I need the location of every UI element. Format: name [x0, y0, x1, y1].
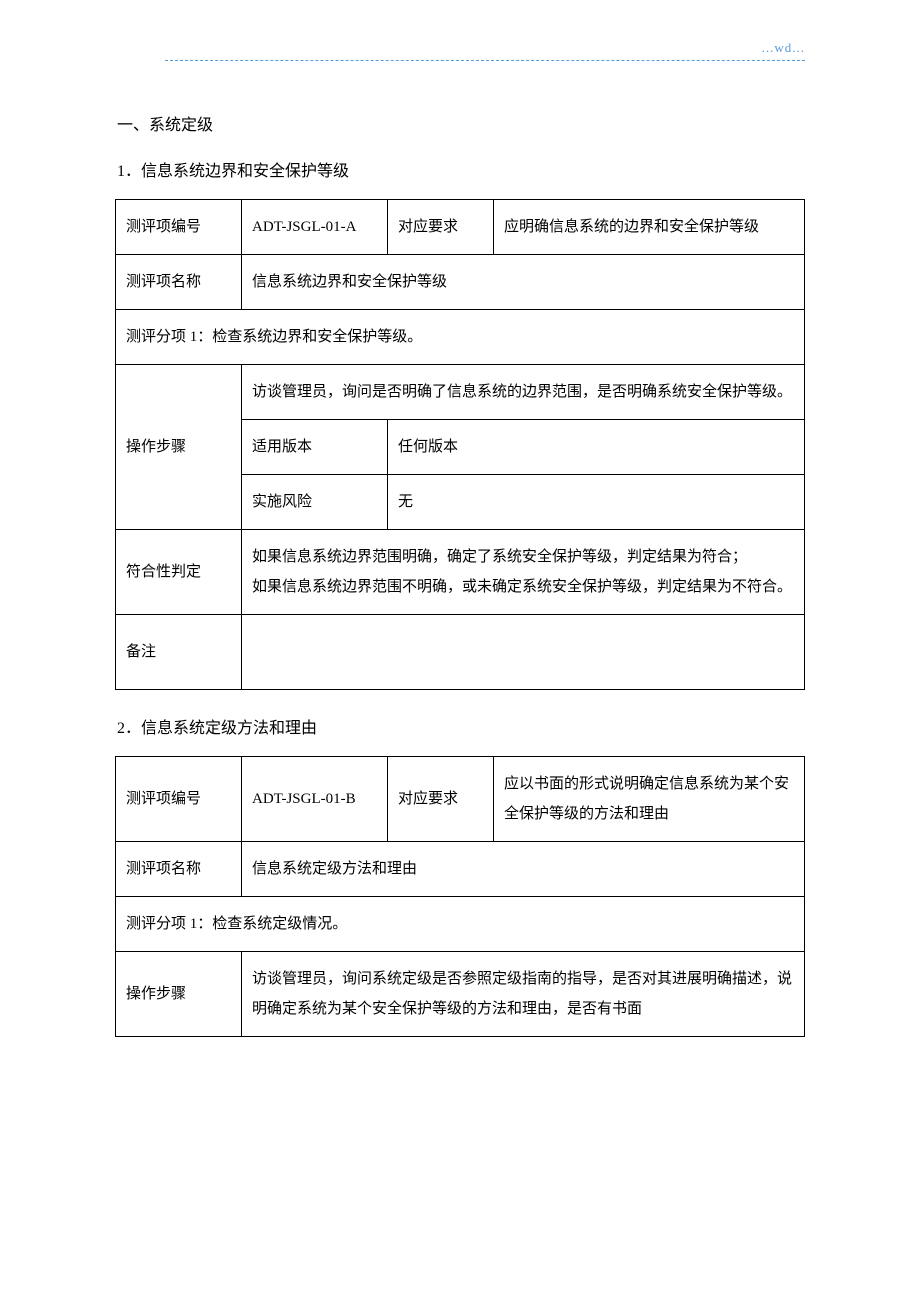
cell-value: 信息系统定级方法和理由	[242, 842, 805, 897]
table-row: 测评项编号 ADT-JSGL-01-B 对应要求 应以书面的形式说明确定信息系统…	[116, 757, 805, 842]
subsection-1-title: 1．信息系统边界和安全保护等级	[117, 157, 805, 181]
cell-label: 测评项编号	[116, 757, 242, 842]
table-row: 操作步骤 访谈管理员，询问系统定级是否参照定级指南的指导，是否对其进展明确描述，…	[116, 952, 805, 1037]
table-row: 测评分项 1：检查系统定级情况。	[116, 897, 805, 952]
cell-value: 测评分项 1：检查系统边界和安全保护等级。	[116, 310, 805, 365]
header-divider	[165, 60, 805, 61]
cell-value: 信息系统边界和安全保护等级	[242, 255, 805, 310]
cell-req-label: 对应要求	[388, 757, 494, 842]
section-title: 一、系统定级	[117, 111, 805, 135]
cell-req-value: 应明确信息系统的边界和安全保护等级	[494, 200, 805, 255]
cell-req-value: 应以书面的形式说明确定信息系统为某个安全保护等级的方法和理由	[494, 757, 805, 842]
table-row: 测评分项 1：检查系统边界和安全保护等级。	[116, 310, 805, 365]
cell-value	[242, 615, 805, 690]
cell-req-label: 对应要求	[388, 200, 494, 255]
cell-label: 备注	[116, 615, 242, 690]
table-row: 测评项名称 信息系统定级方法和理由	[116, 842, 805, 897]
cell-label: 适用版本	[242, 420, 388, 475]
cell-value: 测评分项 1：检查系统定级情况。	[116, 897, 805, 952]
document-page: ...wd... 一、系统定级 1．信息系统边界和安全保护等级 测评项编号 AD…	[0, 0, 920, 1101]
cell-code: ADT-JSGL-01-B	[242, 757, 388, 842]
table-row: 操作步骤 访谈管理员，询问是否明确了信息系统的边界范围，是否明确系统安全保护等级…	[116, 365, 805, 420]
table-row: 测评项编号 ADT-JSGL-01-A 对应要求 应明确信息系统的边界和安全保护…	[116, 200, 805, 255]
cell-value: 如果信息系统边界范围明确，确定了系统安全保护等级，判定结果为符合； 如果信息系统…	[242, 530, 805, 615]
header-marker: ...wd...	[115, 40, 805, 56]
cell-label: 符合性判定	[116, 530, 242, 615]
cell-label: 测评项名称	[116, 842, 242, 897]
table-row: 测评项名称 信息系统边界和安全保护等级	[116, 255, 805, 310]
table-2: 测评项编号 ADT-JSGL-01-B 对应要求 应以书面的形式说明确定信息系统…	[115, 756, 805, 1037]
cell-label: 测评项名称	[116, 255, 242, 310]
table-row: 符合性判定 如果信息系统边界范围明确，确定了系统安全保护等级，判定结果为符合； …	[116, 530, 805, 615]
table-1: 测评项编号 ADT-JSGL-01-A 对应要求 应明确信息系统的边界和安全保护…	[115, 199, 805, 690]
cell-value: 任何版本	[388, 420, 805, 475]
cell-label: 测评项编号	[116, 200, 242, 255]
subsection-2-title: 2．信息系统定级方法和理由	[117, 714, 805, 738]
cell-value: 访谈管理员，询问系统定级是否参照定级指南的指导，是否对其进展明确描述，说明确定系…	[242, 952, 805, 1037]
cell-label: 实施风险	[242, 475, 388, 530]
cell-value: 访谈管理员，询问是否明确了信息系统的边界范围，是否明确系统安全保护等级。	[242, 365, 805, 420]
table-row: 备注	[116, 615, 805, 690]
cell-value: 无	[388, 475, 805, 530]
cell-code: ADT-JSGL-01-A	[242, 200, 388, 255]
cell-label: 操作步骤	[116, 952, 242, 1037]
cell-label: 操作步骤	[116, 365, 242, 530]
